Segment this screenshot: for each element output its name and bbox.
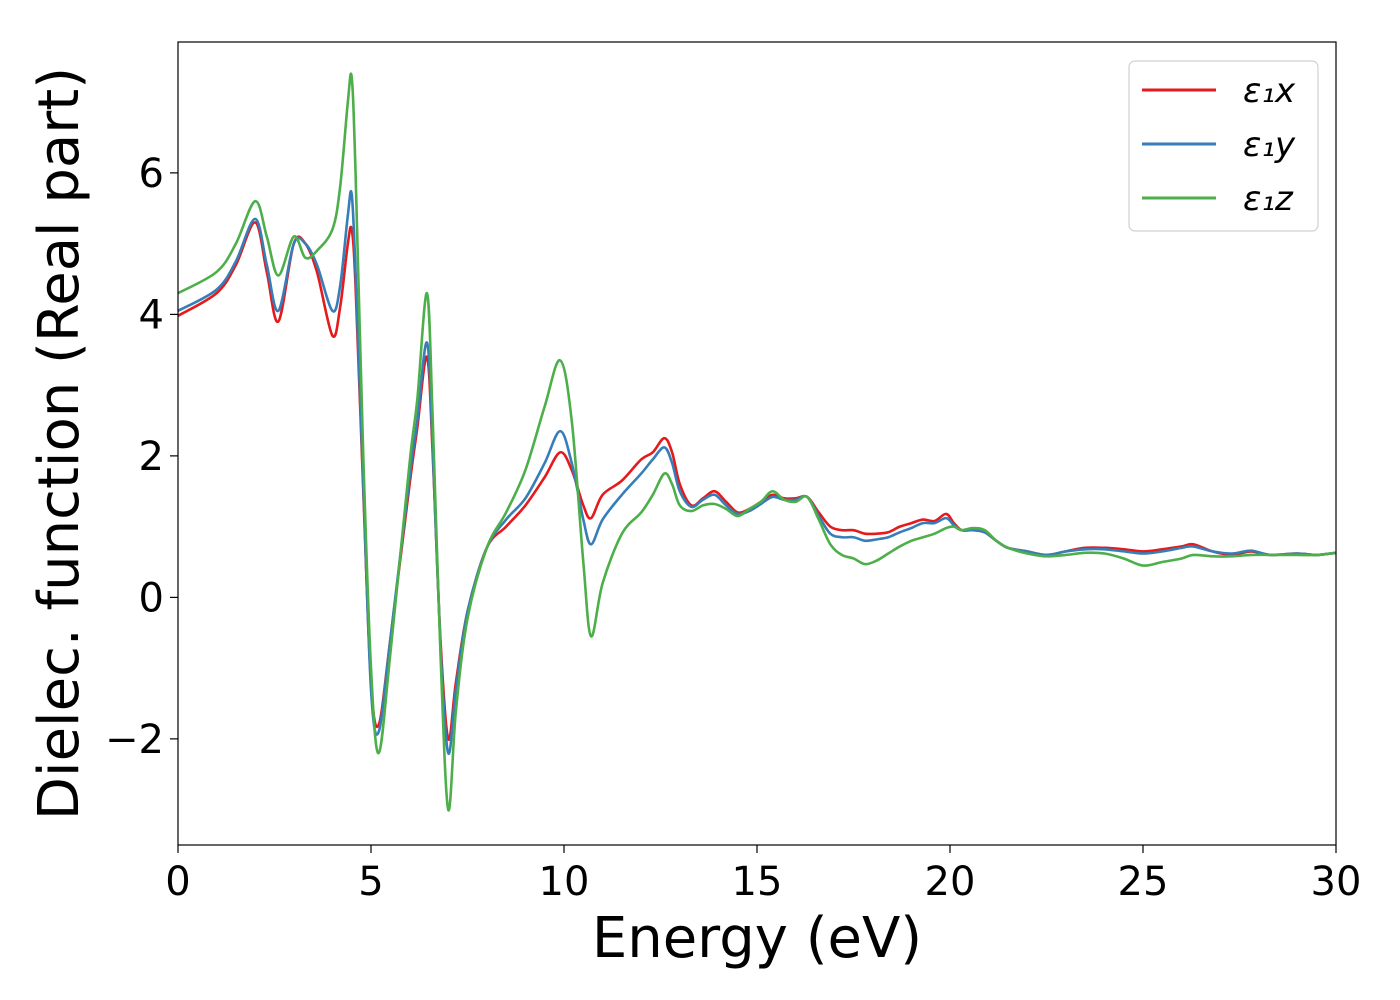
- ticks-layer: 0 5 10 15 20 25 30 −2 0 2 4 6: [105, 151, 1361, 905]
- series-line-3: [177, 72, 1337, 812]
- y-axis-title: Dielec. function (Real part): [27, 67, 92, 820]
- y-tick-label: 6: [139, 151, 164, 197]
- y-tick-label: 4: [139, 292, 164, 338]
- y-tick-label: 2: [139, 434, 164, 480]
- series-layer: [177, 72, 1337, 812]
- legend: ε₁x ε₁y ε₁z: [1128, 60, 1319, 232]
- legend-label: ε₁y: [1243, 125, 1296, 165]
- y-tick-label: −2: [105, 717, 164, 763]
- x-tick-label: 30: [1311, 859, 1362, 905]
- x-tick-label: 15: [732, 859, 783, 905]
- legend-box: [1128, 60, 1319, 232]
- x-tick-label: 10: [539, 859, 590, 905]
- x-tick-label: 5: [358, 859, 383, 905]
- x-tick-label: 0: [165, 859, 190, 905]
- x-tick-label: 20: [925, 859, 976, 905]
- x-tick-label: 25: [1118, 859, 1169, 905]
- legend-label: ε₁z: [1243, 179, 1294, 219]
- legend-label: ε₁x: [1243, 71, 1296, 111]
- y-tick-label: 0: [139, 575, 164, 621]
- x-axis-title: Energy (eV): [592, 906, 922, 971]
